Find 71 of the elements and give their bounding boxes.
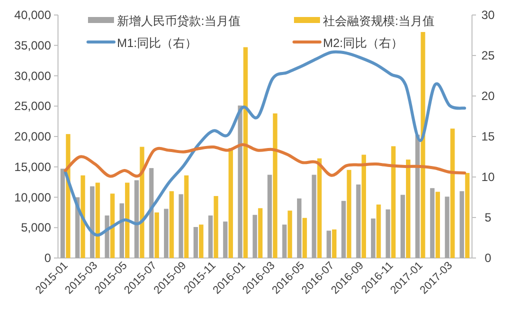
bar <box>125 182 130 258</box>
y2-tick-label: 20 <box>481 89 495 103</box>
bar <box>178 194 184 258</box>
bar <box>465 172 470 258</box>
bar <box>104 215 110 258</box>
bar <box>194 227 198 258</box>
bar <box>297 198 302 258</box>
legend-label: 社会融资规模:当月值 <box>323 14 434 28</box>
legend-label: M2:同比（右） <box>323 36 404 50</box>
bar <box>356 184 361 258</box>
y-tick-label: 25,000 <box>14 99 52 114</box>
y-tick-label: 35,000 <box>14 38 52 52</box>
bar <box>282 224 287 258</box>
bar <box>198 224 204 258</box>
bar <box>223 222 228 258</box>
bar <box>391 146 396 258</box>
bar <box>60 168 65 258</box>
bar <box>430 188 435 258</box>
bar <box>80 175 86 258</box>
bar <box>444 196 450 258</box>
bar <box>252 214 258 258</box>
bar <box>436 192 440 258</box>
bar <box>184 175 189 258</box>
bar <box>406 160 410 258</box>
bar <box>346 170 352 258</box>
bar <box>376 204 381 258</box>
bar <box>90 186 94 258</box>
bar <box>238 106 242 258</box>
y-tick-label: 40,000 <box>14 8 52 22</box>
bar <box>400 194 405 258</box>
bar <box>214 196 218 258</box>
y2-tick-label: 30 <box>481 8 495 22</box>
bar <box>362 154 366 258</box>
y-tick-label: 30,000 <box>14 68 52 83</box>
bar <box>326 230 332 258</box>
bar <box>370 218 376 258</box>
bar <box>120 203 124 258</box>
bar <box>341 200 346 258</box>
bar <box>272 113 278 258</box>
bar <box>140 146 144 258</box>
y2-tick-label: 25 <box>481 48 495 62</box>
bar <box>267 174 272 258</box>
bar <box>134 180 139 258</box>
y-tick-label: 0 <box>44 251 52 265</box>
y-tick-label: 5,000 <box>20 220 52 235</box>
bar <box>332 229 336 258</box>
bar <box>169 191 174 258</box>
bar <box>258 208 263 258</box>
legend-label: M1:同比（右） <box>117 36 198 50</box>
y2-tick-label: 15 <box>481 130 495 144</box>
bar <box>460 191 464 258</box>
y2-tick-label: 5 <box>484 210 492 224</box>
bar <box>386 209 390 258</box>
bar <box>312 174 316 258</box>
legend-label: 新增人民币贷款:当月值 <box>117 14 240 28</box>
y2-tick-label: 10 <box>481 170 495 184</box>
bar <box>288 210 292 258</box>
bar <box>302 218 307 258</box>
bar <box>208 215 213 258</box>
bar <box>164 208 168 258</box>
bar <box>154 212 160 258</box>
bar <box>95 182 100 258</box>
y2-tick-label: 0 <box>484 251 492 265</box>
y-tick-label: 20,000 <box>14 130 52 144</box>
bar <box>415 134 420 258</box>
y-tick-label: 10,000 <box>14 190 52 204</box>
bar <box>228 148 233 258</box>
bar <box>450 128 455 258</box>
bar <box>243 47 248 258</box>
bar <box>149 168 154 258</box>
y-tick-label: 15,000 <box>14 160 52 174</box>
